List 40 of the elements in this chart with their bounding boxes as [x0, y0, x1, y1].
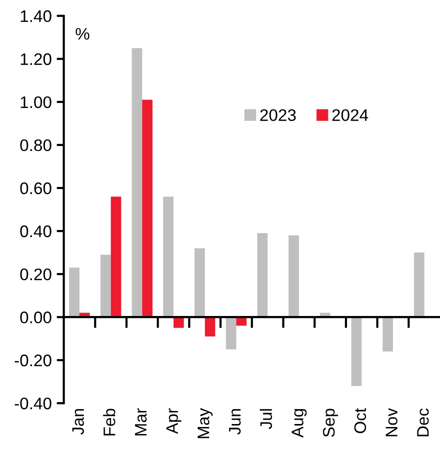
x-tick-label: Oct [354, 408, 366, 434]
bar [288, 235, 299, 318]
x-tick-label: Aug [292, 409, 307, 438]
bar [257, 233, 268, 318]
y-tick-label: 1.20 [20, 53, 52, 66]
x-tick-label: Jan [72, 409, 84, 435]
bar [110, 196, 122, 318]
bar [194, 248, 205, 318]
bar [414, 252, 424, 318]
bar [174, 317, 184, 328]
x-tick-label: May [198, 408, 213, 438]
x-tick-label: Jun [229, 409, 241, 435]
x-tick-label: Sep [322, 408, 338, 437]
bar [100, 254, 111, 318]
y-tick-label: 1.00 [20, 96, 52, 108]
x-tick-label: Nov [386, 408, 398, 436]
bar [142, 100, 153, 318]
bar [204, 317, 216, 336]
y-tick-label: 0.60 [20, 182, 52, 194]
bar [382, 317, 393, 352]
bar [163, 196, 174, 318]
x-tick-label: Jul [260, 409, 272, 430]
y-axis-title: % [76, 28, 90, 40]
x-tick-label: Dec [417, 408, 429, 436]
x-tick-label: Apr [166, 408, 182, 434]
x-tick-label: Feb [103, 408, 116, 436]
bar [69, 268, 80, 318]
y-tick-label: -0.40 [14, 398, 52, 410]
legend-label: 2024 [332, 109, 368, 122]
bar [226, 317, 236, 350]
bar [132, 48, 142, 318]
y-tick-label: 0.20 [20, 268, 52, 280]
bar [351, 317, 362, 386]
y-tick-label: 0.80 [20, 139, 52, 152]
x-tick-label: Mar [135, 408, 147, 436]
y-tick-label: 0.40 [20, 225, 52, 238]
y-tick-label: 1.40 [20, 10, 52, 22]
y-tick-label: -0.20 [14, 354, 52, 366]
legend-label: 2023 [260, 109, 296, 122]
y-tick-label: 0.00 [20, 312, 52, 324]
